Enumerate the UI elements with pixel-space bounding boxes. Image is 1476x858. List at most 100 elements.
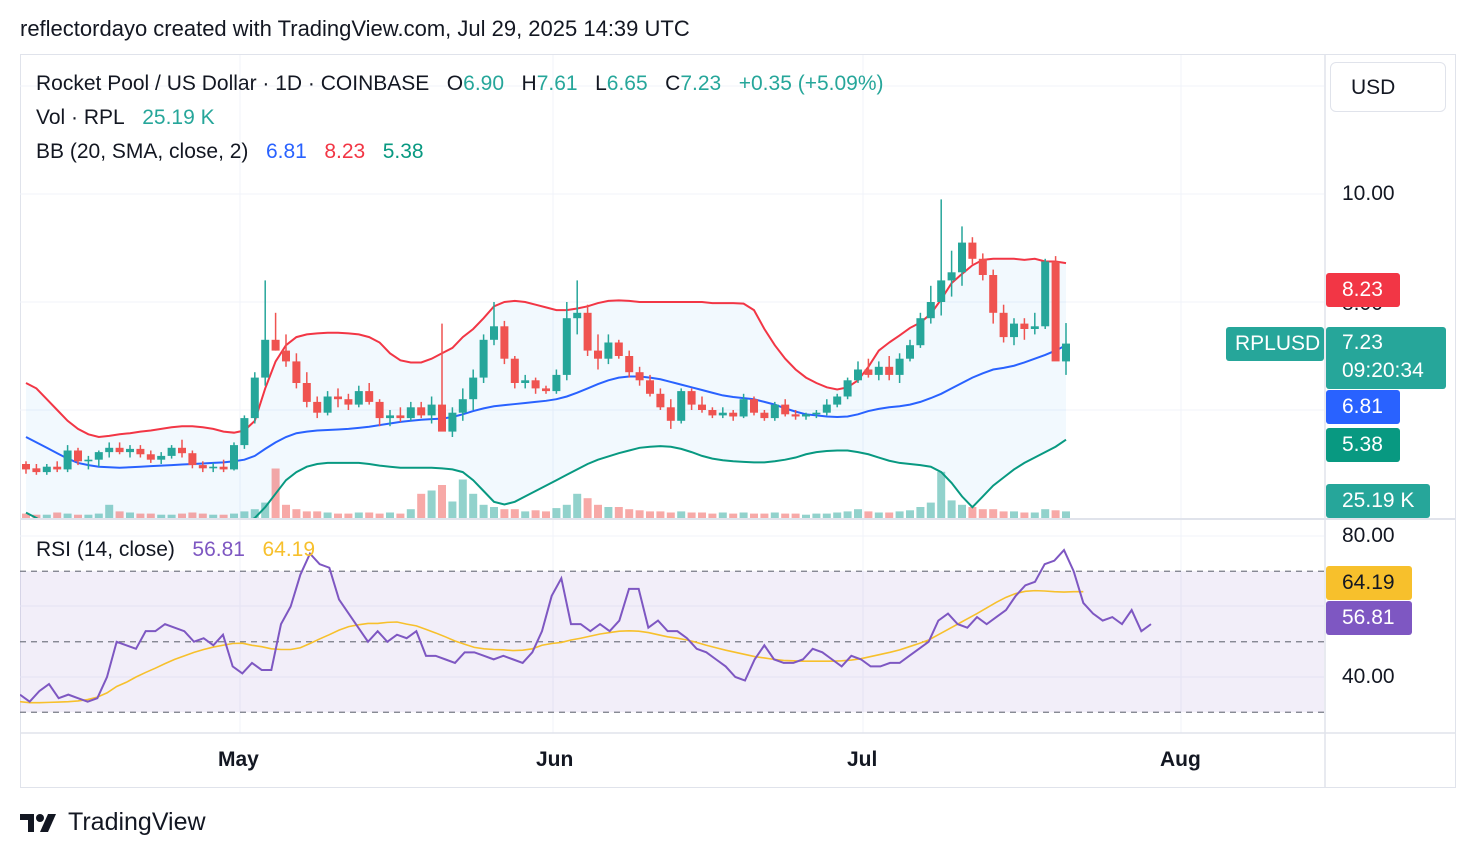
candle-body bbox=[906, 345, 914, 359]
candle-body bbox=[438, 404, 446, 432]
volume-bar bbox=[490, 507, 498, 518]
currency-selector[interactable]: USD bbox=[1330, 62, 1446, 112]
symbol-tag: RPLUSD bbox=[1226, 327, 1324, 361]
candle-body bbox=[219, 466, 228, 470]
volume-bar bbox=[791, 513, 800, 518]
candle-body bbox=[854, 369, 862, 381]
candle bbox=[1051, 256, 1060, 362]
candle-body bbox=[271, 339, 280, 351]
rsi-tick-40: 40.00 bbox=[1342, 665, 1395, 688]
volume-bar bbox=[42, 514, 51, 518]
candle-body bbox=[521, 380, 530, 383]
candle-body bbox=[978, 258, 987, 275]
candle bbox=[635, 366, 644, 386]
candle bbox=[1020, 318, 1029, 340]
candle bbox=[302, 372, 311, 408]
symbol-description: Rocket Pool / US Dollar · 1D · COINBASE bbox=[36, 72, 430, 95]
candle bbox=[614, 339, 623, 359]
volume-bar bbox=[1020, 512, 1029, 518]
candle bbox=[1041, 258, 1050, 329]
candle bbox=[490, 302, 498, 346]
volume-bar bbox=[344, 513, 353, 518]
volume-bar bbox=[136, 513, 145, 518]
candle-body bbox=[1030, 326, 1039, 329]
bb-lower-tag: 5.38 bbox=[1326, 428, 1400, 462]
candle-body bbox=[32, 468, 41, 473]
candle bbox=[500, 320, 509, 365]
brand-name: TradingView bbox=[68, 808, 206, 836]
rsi-tick-80: 80.00 bbox=[1342, 524, 1395, 547]
candle bbox=[781, 399, 790, 417]
candle bbox=[32, 464, 41, 475]
volume-legend: Vol · RPL 25.19 K bbox=[36, 106, 215, 130]
candle bbox=[874, 361, 883, 381]
candle-body bbox=[625, 356, 634, 373]
candle-body bbox=[136, 448, 145, 455]
volume-bar bbox=[479, 504, 488, 518]
candle bbox=[666, 399, 675, 429]
pane-separators bbox=[20, 55, 1456, 787]
candle-body bbox=[895, 358, 904, 375]
time-label-may: May bbox=[218, 748, 259, 771]
candle-body bbox=[240, 418, 249, 446]
volume-bar bbox=[209, 514, 218, 518]
candle bbox=[698, 396, 706, 413]
candle bbox=[230, 442, 238, 471]
candle-body bbox=[84, 459, 93, 462]
candle-body bbox=[406, 407, 415, 419]
volume-bar bbox=[947, 500, 956, 518]
chart-caption: reflectordayo created with TradingView.c… bbox=[20, 16, 690, 41]
candle bbox=[999, 304, 1008, 343]
tradingview-brand[interactable]: TradingView bbox=[20, 808, 206, 837]
candle-body bbox=[261, 339, 270, 378]
candle-body bbox=[157, 455, 166, 460]
candle-body bbox=[656, 393, 665, 408]
candle bbox=[926, 285, 935, 324]
candle-body bbox=[63, 450, 72, 470]
volume-bar bbox=[718, 512, 727, 518]
candle-body bbox=[874, 366, 883, 375]
volume-bar bbox=[1010, 511, 1018, 518]
volume-bar bbox=[1051, 510, 1060, 518]
bollinger-lines bbox=[25, 257, 1067, 518]
candle-body bbox=[687, 391, 696, 405]
candle bbox=[219, 459, 228, 473]
volume-bar bbox=[542, 511, 550, 518]
candle bbox=[282, 334, 290, 367]
volume-bar bbox=[178, 513, 186, 518]
volume-bar bbox=[760, 513, 769, 518]
candle-body bbox=[708, 410, 717, 416]
volume-bar bbox=[989, 509, 998, 518]
volume-bar bbox=[698, 512, 706, 518]
volume-bar bbox=[999, 511, 1008, 518]
candle bbox=[687, 388, 696, 410]
price-tick-10: 10.00 bbox=[1342, 182, 1395, 205]
candle-body bbox=[677, 391, 686, 421]
candle bbox=[406, 401, 415, 421]
candle bbox=[427, 396, 436, 424]
volume-value: 25.19 K bbox=[142, 106, 215, 129]
candle-body bbox=[760, 412, 769, 419]
volume-bar bbox=[625, 509, 634, 518]
candle-body bbox=[375, 401, 384, 419]
volume-bar bbox=[521, 511, 530, 518]
candle bbox=[531, 377, 540, 394]
volume-bar bbox=[448, 501, 457, 518]
candle-body bbox=[334, 396, 342, 400]
volume-bar bbox=[157, 514, 166, 518]
rsi-ma-line bbox=[20, 589, 1084, 704]
candle-body bbox=[250, 377, 259, 419]
candle-body bbox=[510, 358, 519, 383]
candle bbox=[552, 369, 561, 394]
candle bbox=[708, 407, 717, 419]
volume-bar bbox=[594, 504, 602, 518]
candle-body bbox=[666, 407, 675, 421]
volume-bar bbox=[916, 507, 925, 518]
candle bbox=[968, 237, 977, 265]
candle bbox=[677, 388, 686, 424]
candle bbox=[1062, 323, 1070, 375]
candle bbox=[812, 410, 821, 419]
volume-bar bbox=[22, 513, 30, 518]
volume-bar bbox=[874, 512, 883, 518]
